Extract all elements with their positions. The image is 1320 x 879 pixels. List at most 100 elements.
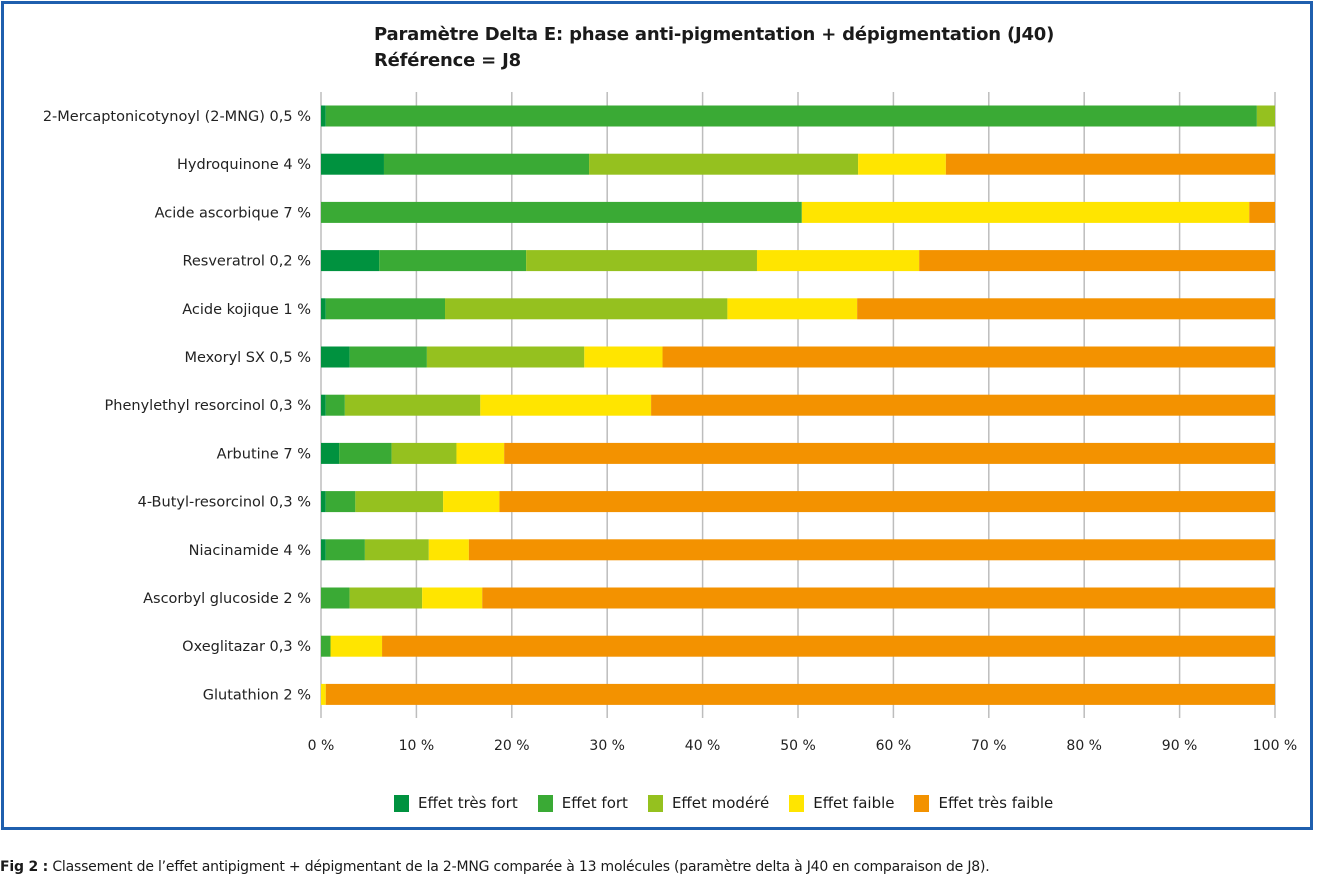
bar-row <box>321 587 1275 609</box>
legend-label: Effet faible <box>813 794 895 812</box>
category-label: 2-Mercaptonicotynoyl (2-MNG) 0,5 % <box>43 109 311 125</box>
category-label: 4-Butyl-resorcinol 0,3 % <box>138 495 311 511</box>
category-label: Oxeglitazar 0,3 % <box>182 639 311 655</box>
x-tick-label: 40 % <box>685 738 721 754</box>
bar-segment <box>321 153 384 175</box>
x-tick-label: 80 % <box>1066 738 1102 754</box>
bar-segment <box>321 442 340 464</box>
bar-segment <box>858 153 946 175</box>
bar-segment <box>727 298 858 320</box>
chart-subtitle: Référence = J8 <box>374 50 521 71</box>
bar-segment <box>445 298 728 320</box>
legend-swatch <box>789 794 805 812</box>
category-label: Hydroquinone 4 % <box>177 157 311 173</box>
x-tick-label: 0 % <box>308 738 335 754</box>
bar-segment <box>321 539 326 561</box>
figure-caption: Fig 2 : Classement de l’effet antipigmen… <box>0 859 990 875</box>
bar-segment <box>344 394 481 416</box>
bar-row <box>321 442 1276 464</box>
bar-segment <box>325 491 356 513</box>
bar-segment <box>504 442 1276 464</box>
bar-segment <box>584 346 663 368</box>
bar-segment <box>443 491 500 513</box>
bar-row <box>321 635 1275 657</box>
category-label: Acide ascorbique 7 % <box>155 205 311 221</box>
bar-segment <box>325 105 1257 127</box>
x-tick-label: 20 % <box>494 738 530 754</box>
legend-item: Effet modéré <box>647 794 770 812</box>
x-tick-label: 70 % <box>971 738 1007 754</box>
bar-segment <box>349 587 423 609</box>
bar-segment <box>330 635 383 657</box>
legend-label: Effet modéré <box>671 794 770 812</box>
bar-segment <box>651 394 1275 416</box>
category-label: Glutathion 2 % <box>203 687 311 703</box>
bar-segment <box>662 346 1275 368</box>
legend-item: Effet fort <box>537 794 628 812</box>
category-labels: 2-Mercaptonicotynoyl (2-MNG) 0,5 % Hydroq… <box>43 109 311 703</box>
bar-segment <box>428 539 469 561</box>
x-tick-label: 90 % <box>1162 738 1198 754</box>
bar-segment <box>339 442 392 464</box>
bar-row <box>321 539 1275 561</box>
bar-row <box>321 346 1275 368</box>
bar-segment <box>321 587 350 609</box>
bar-segment <box>321 635 331 657</box>
bar-row <box>321 394 1275 416</box>
bar-segment <box>321 394 326 416</box>
legend-label: Effet très fort <box>418 794 518 812</box>
bar-segment <box>1249 201 1275 223</box>
bar-segment <box>482 587 1275 609</box>
x-tick-label: 10 % <box>399 738 435 754</box>
bar-segment <box>325 683 1275 705</box>
bar-segment <box>382 635 1275 657</box>
bar-segment <box>468 539 1275 561</box>
bar-segment <box>321 250 380 272</box>
bar-segment <box>349 346 427 368</box>
bar-segment <box>321 201 802 223</box>
bar-row <box>321 201 1275 223</box>
legend-label: Effet très faible <box>938 794 1054 812</box>
legend-item: Effet très fort <box>394 794 518 812</box>
legend: Effet très fort Effet fort Effet modéré Eff… <box>394 794 1073 812</box>
legend-item: Effet très faible <box>914 794 1053 812</box>
legend-label: Effet fort <box>561 794 628 812</box>
bar-segment <box>325 539 365 561</box>
bar-row <box>321 153 1275 175</box>
bar-segment <box>480 394 652 416</box>
x-axis-ticks: 0 % 10 % 20 % 30 % 40 % 50 % 60 % 70 % 80 % 90 % 1… <box>308 738 1298 754</box>
bar-segment <box>321 683 326 705</box>
bar-row <box>321 105 1275 127</box>
bar-segment <box>391 442 457 464</box>
bar-segment <box>426 346 585 368</box>
category-label: Mexoryl SX 0,5 % <box>184 350 311 366</box>
bar-segment <box>945 153 1275 175</box>
legend-swatch <box>647 794 663 812</box>
category-label: Ascorbyl glucoside 2 % <box>143 591 311 607</box>
bar-segment <box>325 298 446 320</box>
bar-segment <box>589 153 859 175</box>
category-label: Acide kojique 1 % <box>182 302 311 318</box>
bar-segment <box>456 442 505 464</box>
chart-title-block: Paramètre Delta E: phase anti-pigmentati… <box>374 22 1054 74</box>
legend-swatch <box>537 794 553 812</box>
bar-segment <box>321 491 326 513</box>
x-tick-label: 50 % <box>780 738 816 754</box>
bar-segment <box>321 105 326 127</box>
x-tick-label: 60 % <box>876 738 912 754</box>
legend-item: Effet faible <box>789 794 894 812</box>
x-tick-label: 30 % <box>589 738 625 754</box>
legend-swatch <box>914 794 930 812</box>
bar-row <box>321 683 1275 705</box>
bar-segment <box>1256 105 1275 127</box>
bar-segment <box>499 491 1275 513</box>
bar-segment <box>379 250 527 272</box>
bar-row <box>321 250 1275 272</box>
caption-prefix: Fig 2 : <box>0 859 49 875</box>
category-label: Niacinamide 4 % <box>189 543 311 559</box>
bar-segment <box>756 250 920 272</box>
x-tick-label: 100 % <box>1253 738 1297 754</box>
bar-segment <box>321 346 350 368</box>
bar-segment <box>355 491 444 513</box>
